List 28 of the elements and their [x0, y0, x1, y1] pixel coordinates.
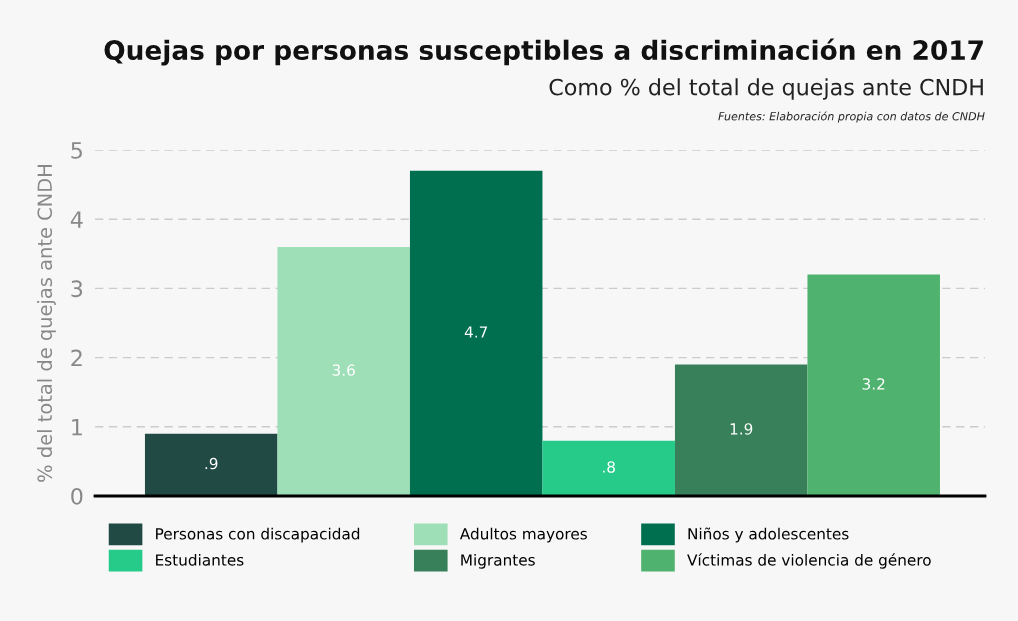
data-label: .9	[205, 457, 218, 470]
bar	[674, 364, 808, 496]
y-axis-title: % del total de quejas ante CNDH	[37, 165, 56, 482]
source-note: Fuentes: Elaboración propia con datos de CNDH	[718, 111, 985, 123]
data-label: .8	[603, 461, 615, 473]
legend-label: Personas con discapacidad	[156, 527, 360, 543]
legend-label: Víctimas de violencia de género	[687, 553, 931, 569]
y-tick-label: 3	[71, 280, 83, 298]
y-tick-label: 1	[72, 419, 82, 436]
data-label: 4.7	[464, 326, 488, 338]
data-label: 1.9	[730, 423, 753, 435]
chart-subtitle: Como % del total de quejas ante CNDH	[549, 78, 983, 100]
legend-label: Niños y adolescentes	[688, 527, 849, 543]
bar	[144, 433, 278, 496]
legend-label: Migrantes	[461, 553, 535, 569]
legend-label: Estudiantes	[156, 553, 244, 566]
bar	[277, 246, 410, 496]
bar	[409, 170, 543, 496]
y-tick-label: 5	[71, 142, 82, 159]
bar	[542, 440, 675, 496]
bar	[807, 274, 940, 496]
legend-label: Adultos mayores	[459, 527, 587, 543]
y-tick-label: 4	[70, 211, 83, 228]
y-tick-label: 2	[71, 349, 82, 367]
y-tick-label: 0	[71, 487, 83, 505]
data-label: 3.6	[332, 364, 355, 376]
data-label: 3.2	[862, 378, 885, 390]
chart-title: Quejas por personas susceptibles a discriminación en 2017	[104, 38, 983, 66]
